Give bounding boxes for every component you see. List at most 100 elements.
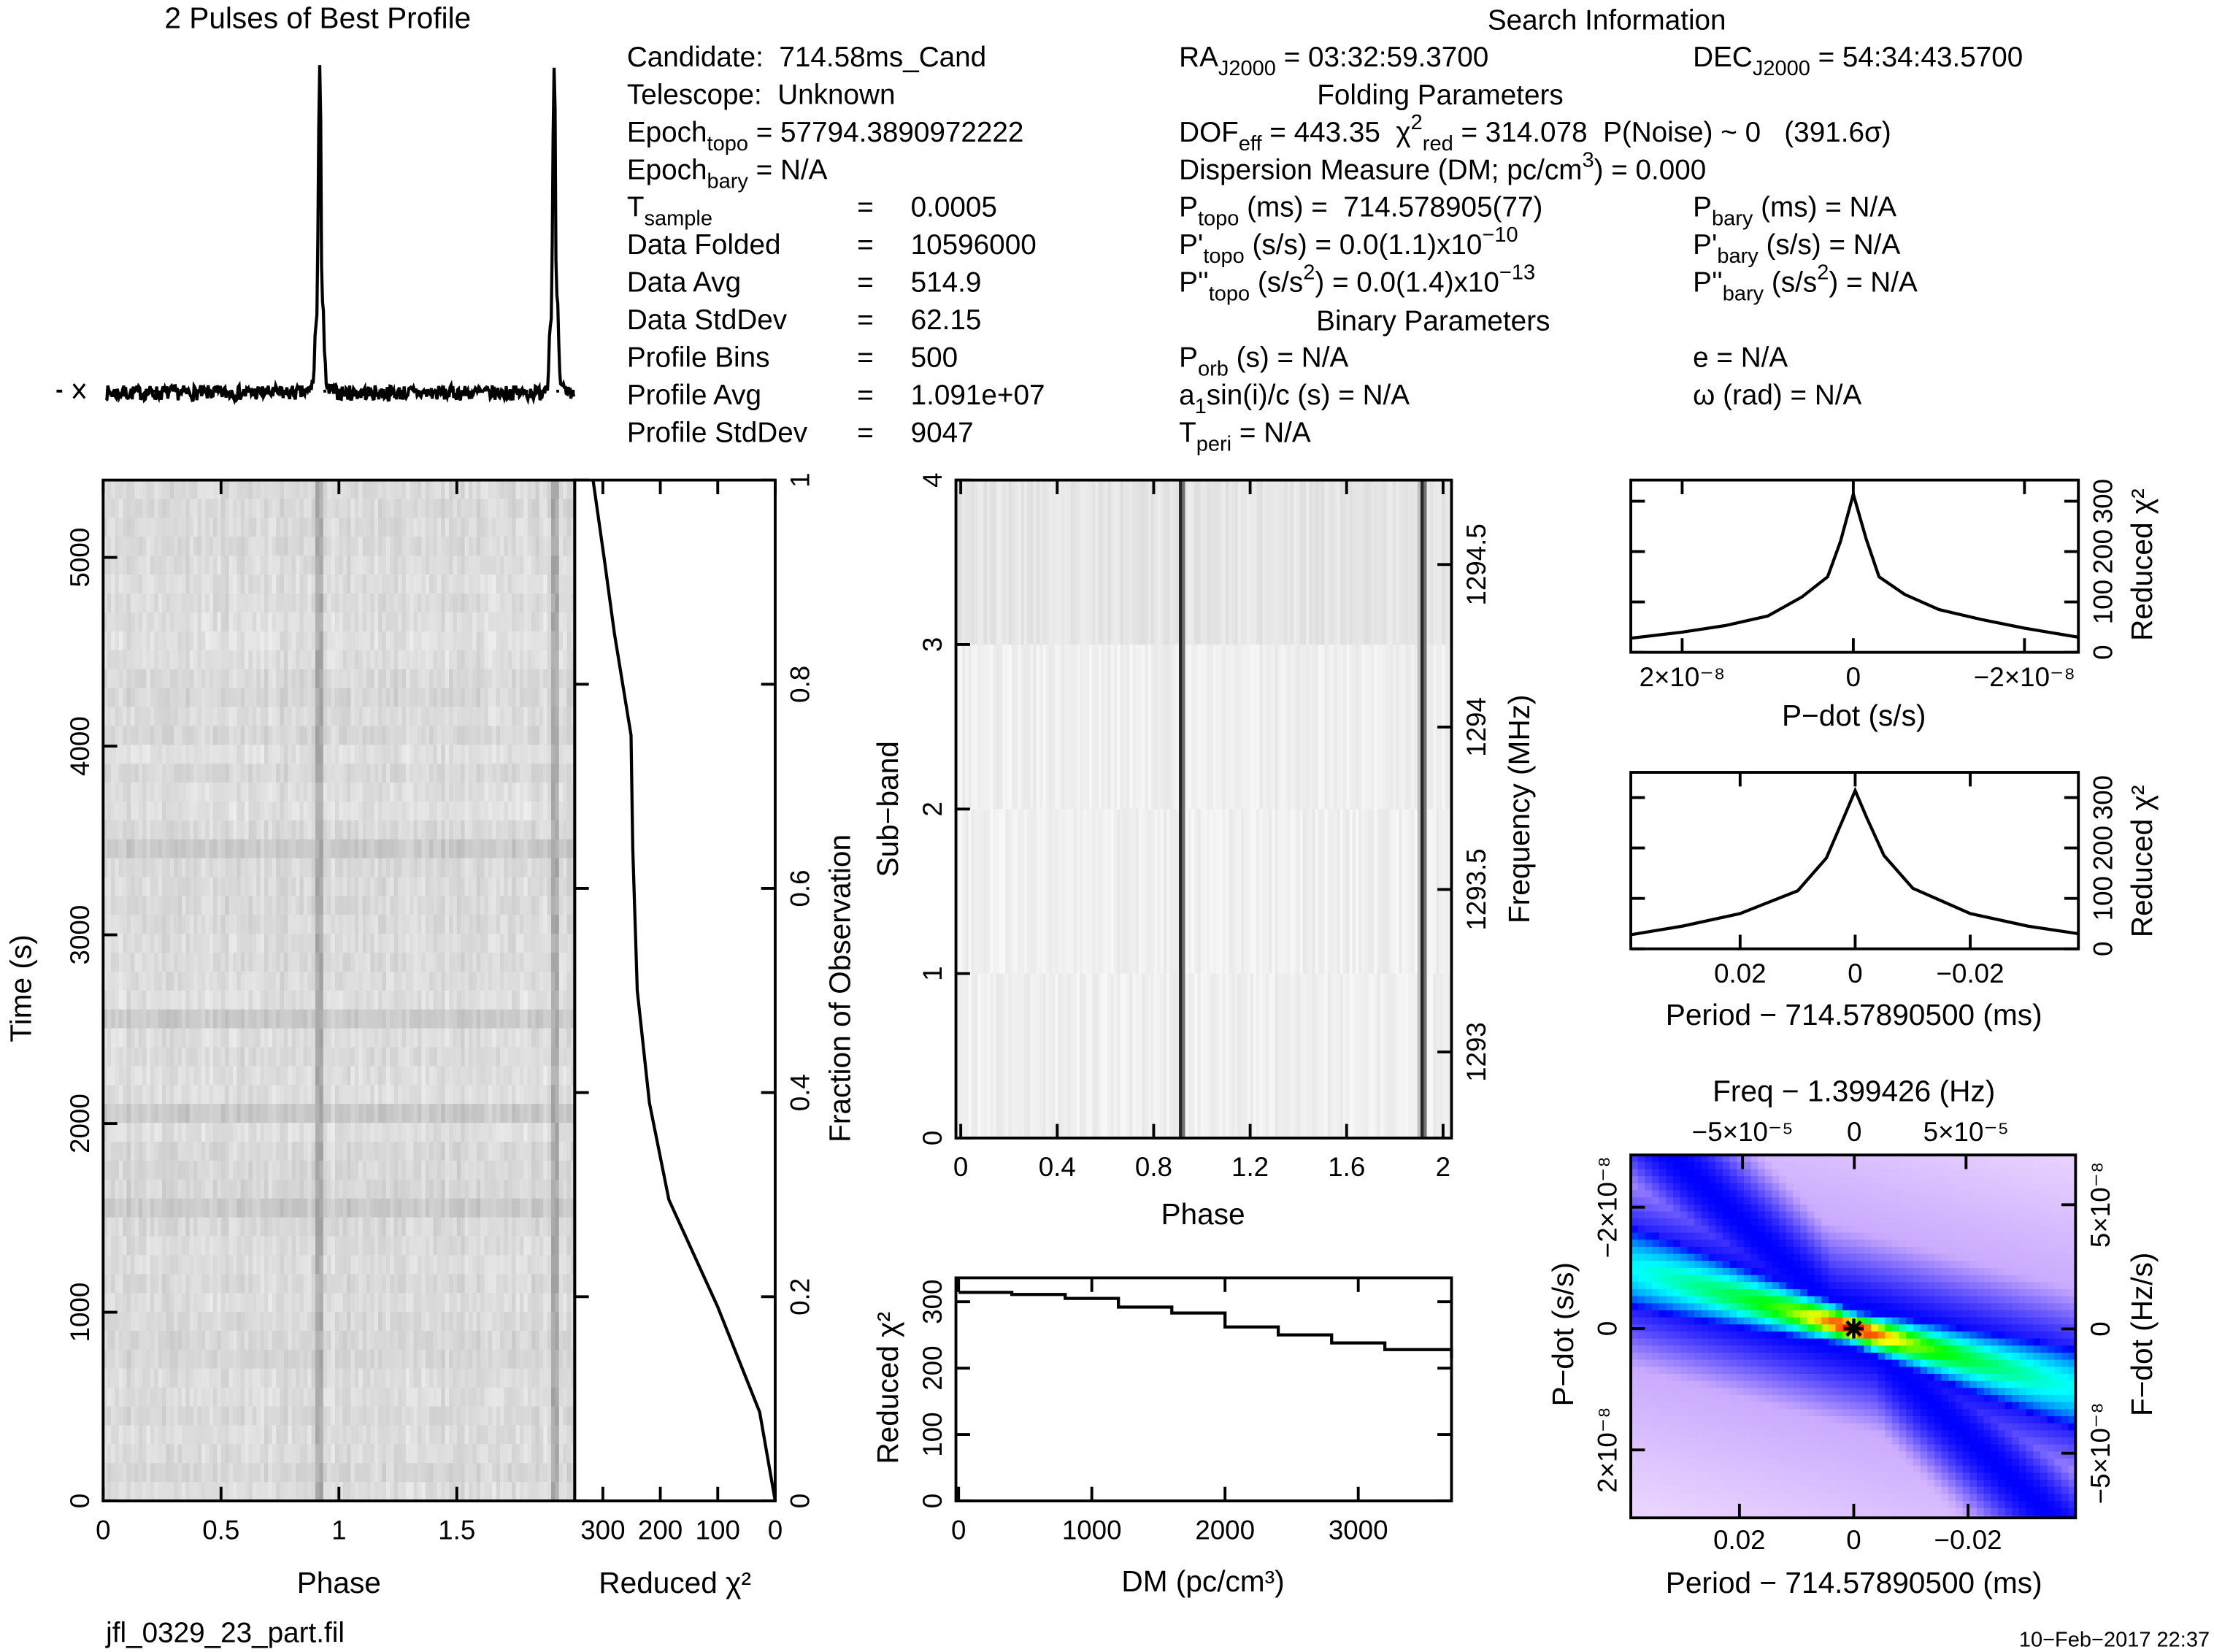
time-phase-cell <box>566 612 572 632</box>
time-phase-cell <box>492 631 497 651</box>
time-phase-cell <box>123 820 128 840</box>
time-phase-cell <box>154 801 159 821</box>
time-phase-cell <box>558 877 564 897</box>
time-phase-cell <box>362 1047 367 1067</box>
time-phase-cell <box>319 1047 324 1067</box>
time-phase-cell <box>283 1085 289 1104</box>
time-phase-cell <box>425 1009 430 1029</box>
time-phase-cell <box>115 971 120 991</box>
time-phase-cell <box>228 612 234 632</box>
time-phase-cell <box>417 801 423 821</box>
time-phase-cell <box>245 707 250 727</box>
time-phase-cell <box>527 782 532 802</box>
text-segment: (s/s <box>1250 267 1303 299</box>
time-phase-cell <box>453 1028 458 1048</box>
time-phase-cell <box>303 782 309 802</box>
time-phase-cell <box>350 650 355 670</box>
time-phase-cell <box>276 877 281 897</box>
time-phase-cell <box>507 480 512 500</box>
time-phase-cell <box>366 556 372 575</box>
time-phase-cell <box>566 1217 572 1237</box>
time-phase-cell <box>456 688 461 708</box>
time-phase-cell <box>311 1028 316 1048</box>
time-phase-cell <box>154 1123 159 1142</box>
time-phase-cell <box>315 953 320 972</box>
time-phase-cell <box>492 971 497 991</box>
time-phase-cell <box>189 1123 194 1142</box>
time-phase-cell <box>531 669 537 689</box>
time-phase-cell <box>174 990 179 1010</box>
time-phase-cell <box>566 953 572 972</box>
time-phase-cell <box>543 745 548 764</box>
time-phase-cell <box>456 953 461 972</box>
time-phase-cell <box>240 537 245 556</box>
time-phase-cell <box>382 1123 387 1142</box>
time-phase-cell <box>331 707 336 727</box>
time-phase-cell <box>272 1123 277 1142</box>
time-phase-cell <box>547 537 552 556</box>
time-phase-cell <box>374 934 379 953</box>
time-phase-cell <box>456 915 461 934</box>
time-phase-cell <box>150 1028 155 1048</box>
time-phase-cell <box>260 896 265 916</box>
time-phase-cell <box>142 858 147 878</box>
time-phase-cell <box>531 971 537 991</box>
time-phase-cell <box>558 1028 564 1048</box>
time-phase-cell <box>374 971 379 991</box>
time-phase-cell <box>547 934 552 953</box>
time-phase-cell <box>181 726 187 745</box>
time-phase-cell <box>307 1009 312 1029</box>
time-phase-cell <box>134 839 139 859</box>
time-phase-cell <box>441 934 446 953</box>
time-phase-cell <box>350 575 355 594</box>
time-phase-cell <box>480 726 485 745</box>
time-phase-cell <box>449 1142 454 1161</box>
time-phase-cell <box>327 726 332 745</box>
time-phase-cell <box>519 1217 525 1237</box>
time-phase-cell <box>401 858 407 878</box>
time-phase-cell <box>237 1066 242 1086</box>
time-phase-cell <box>268 745 273 764</box>
time-phase-cell <box>354 990 359 1010</box>
time-phase-cell <box>232 858 238 878</box>
time-phase-cell <box>366 1198 372 1218</box>
time-phase-cell <box>563 953 568 972</box>
time-phase-cell <box>248 782 253 802</box>
time-phase-cell <box>107 934 112 953</box>
time-phase-cell <box>425 669 430 689</box>
time-phase-cell <box>288 971 293 991</box>
time-phase-cell <box>193 1066 199 1086</box>
time-phase-cell <box>126 896 131 916</box>
time-phase-cell <box>123 1217 128 1237</box>
time-phase-cell <box>358 518 364 538</box>
time-phase-cell <box>461 877 466 897</box>
time-phase-cell <box>138 1123 143 1142</box>
time-phase-cell <box>390 537 395 556</box>
time-phase-cell <box>347 990 352 1010</box>
time-phase-cell <box>115 1236 120 1256</box>
time-phase-cell <box>441 1179 446 1199</box>
time-phase-cell <box>515 1160 520 1180</box>
time-phase-cell <box>566 820 572 840</box>
time-phase-cell <box>445 612 450 632</box>
time-phase-cell <box>461 499 466 519</box>
time-phase-cell <box>177 820 182 840</box>
time-phase-cell <box>507 896 512 916</box>
time-phase-cell <box>339 934 344 953</box>
time-phase-cell <box>461 1198 466 1218</box>
time-phase-cell <box>134 688 139 708</box>
time-phase-cell <box>197 1085 202 1104</box>
time-phase-cell <box>527 915 532 934</box>
time-phase-cell <box>189 934 194 953</box>
time-phase-cell <box>551 631 556 651</box>
time-phase-cell <box>197 556 202 575</box>
time-phase-cell <box>103 745 108 764</box>
time-phase-cell <box>558 1160 564 1180</box>
time-phase-cell <box>111 650 116 670</box>
time-phase-cell <box>232 669 238 689</box>
time-phase-cell <box>417 575 423 594</box>
time-phase-cell <box>311 593 316 613</box>
time-phase-cell <box>555 1142 560 1161</box>
time-phase-cell <box>107 1179 112 1199</box>
time-phase-cell <box>366 650 372 670</box>
